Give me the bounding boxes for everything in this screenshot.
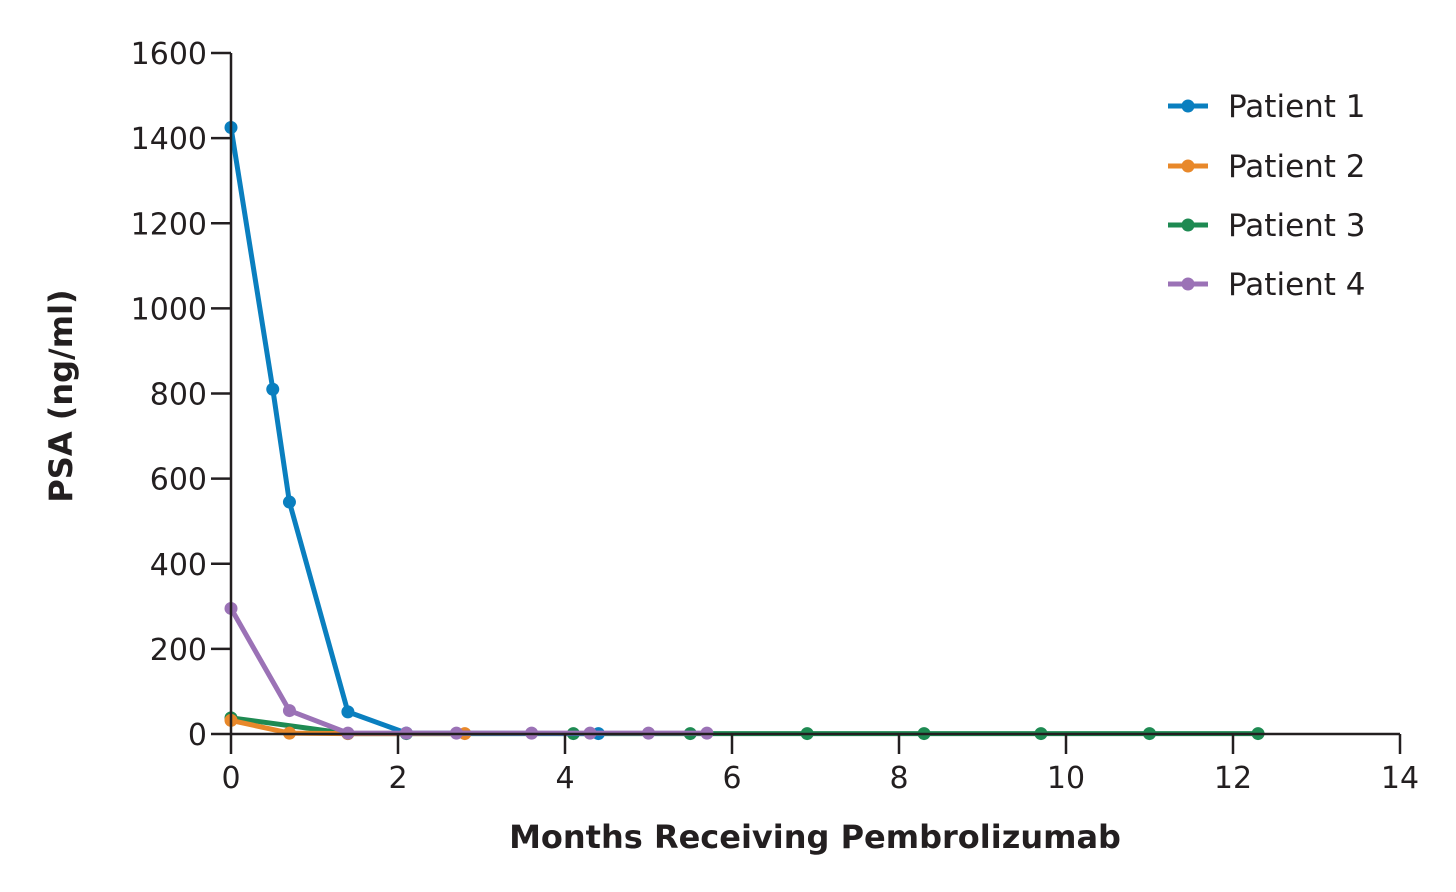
data-point-patient-1 bbox=[341, 705, 355, 719]
x-ticks: 0 2 4 6 8 10 12 14 bbox=[221, 734, 1419, 796]
y-tick-label: 1000 bbox=[131, 292, 207, 327]
legend-swatch-marker bbox=[1181, 99, 1195, 113]
series-patient-4 bbox=[224, 601, 714, 740]
legend-label: Patient 1 bbox=[1228, 89, 1366, 125]
legend-item-patient-1: Patient 1 bbox=[1168, 89, 1366, 125]
legend-item-patient-4: Patient 4 bbox=[1168, 267, 1366, 303]
x-tick-label: 10 bbox=[1047, 761, 1085, 796]
data-point-patient-1 bbox=[282, 495, 296, 509]
y-ticks: 0 200 400 600 800 1000 1200 1400 1600 bbox=[131, 37, 231, 753]
axes-layer bbox=[229, 53, 1400, 736]
x-tick-label: 6 bbox=[722, 761, 741, 796]
x-axis-title: Months Receiving Pembrolizumab bbox=[509, 818, 1121, 856]
y-tick-label: 1400 bbox=[131, 122, 207, 157]
legend-swatch-marker bbox=[1181, 159, 1195, 173]
series-layer bbox=[224, 120, 1265, 741]
x-tick-label: 2 bbox=[388, 761, 407, 796]
x-tick-label: 0 bbox=[221, 761, 240, 796]
series-line-patient-4 bbox=[228, 605, 710, 736]
y-tick-label: 600 bbox=[150, 463, 207, 498]
y-tick-label: 1600 bbox=[131, 37, 207, 72]
legend-label: Patient 2 bbox=[1228, 149, 1366, 185]
legend-item-patient-2: Patient 2 bbox=[1168, 149, 1366, 185]
y-tick-label: 0 bbox=[188, 718, 207, 753]
legend-label: Patient 3 bbox=[1228, 208, 1366, 244]
x-tick-label: 4 bbox=[555, 761, 574, 796]
y-tick-label: 200 bbox=[150, 633, 207, 668]
series-line-patient-1 bbox=[228, 125, 601, 737]
legend-swatch-marker bbox=[1181, 218, 1195, 232]
legend-label: Patient 4 bbox=[1228, 267, 1366, 303]
legend-item-patient-3: Patient 3 bbox=[1168, 208, 1366, 244]
x-tick-label: 12 bbox=[1214, 761, 1252, 796]
y-tick-label: 1200 bbox=[131, 207, 207, 242]
data-point-patient-4 bbox=[282, 704, 296, 718]
data-point-patient-1 bbox=[266, 382, 280, 396]
series-patient-1 bbox=[224, 120, 605, 741]
y-tick-label: 800 bbox=[150, 378, 207, 413]
x-tick-label: 14 bbox=[1381, 761, 1419, 796]
y-axis-title: PSA (ng/ml) bbox=[42, 289, 80, 502]
x-tick-label: 8 bbox=[889, 761, 908, 796]
y-tick-label: 400 bbox=[150, 548, 207, 583]
legend: Patient 1 Patient 2 Patient 3 Patient 4 bbox=[1168, 89, 1366, 303]
legend-swatch-marker bbox=[1181, 277, 1195, 291]
